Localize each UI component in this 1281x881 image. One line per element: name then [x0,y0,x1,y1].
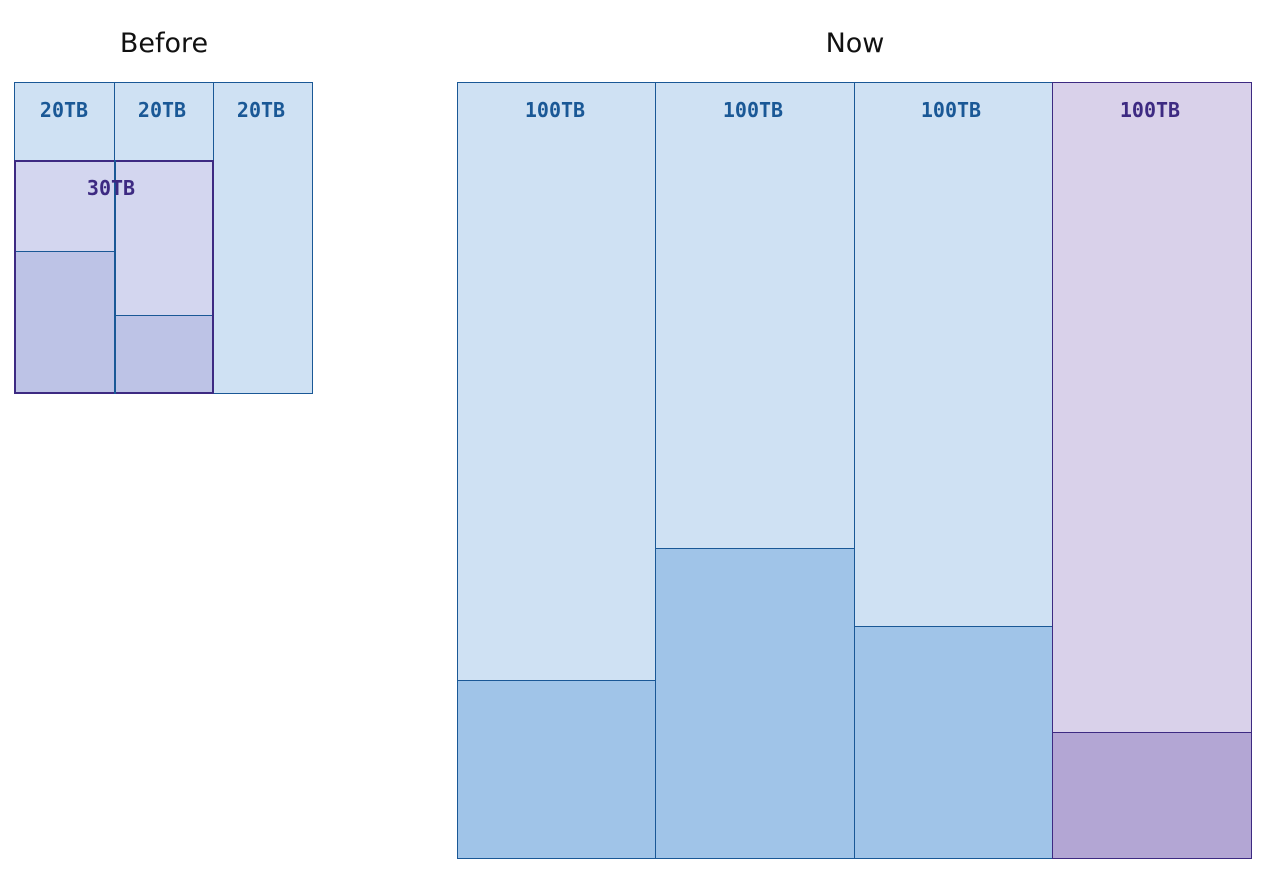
now-disk-4 [1052,82,1252,859]
now-disk-2-label: 100TB [722,98,784,122]
before-disk-3-label: 20TB [236,98,286,122]
now-disk-1-label: 100TB [524,98,586,122]
before-overlay-label: 30TB [86,176,136,200]
now-disk-4-label: 100TB [1119,98,1181,122]
before-disk-2-used [115,315,212,392]
now-panel-title: Now [825,28,885,59]
before-disk-3 [213,82,313,394]
now-disk-4-used [1052,732,1252,859]
before-disk-2-label: 20TB [137,98,187,122]
before-overlay-divider [114,160,116,394]
now-disk-2-used [655,548,855,859]
before-panel-title: Before [119,28,209,59]
now-disk-1-used [457,680,657,859]
before-disk-1-label: 20TB [39,98,89,122]
now-disk-3-label: 100TB [920,98,982,122]
now-disk-3-used [854,626,1053,859]
before-disk-1-used [16,251,114,392]
